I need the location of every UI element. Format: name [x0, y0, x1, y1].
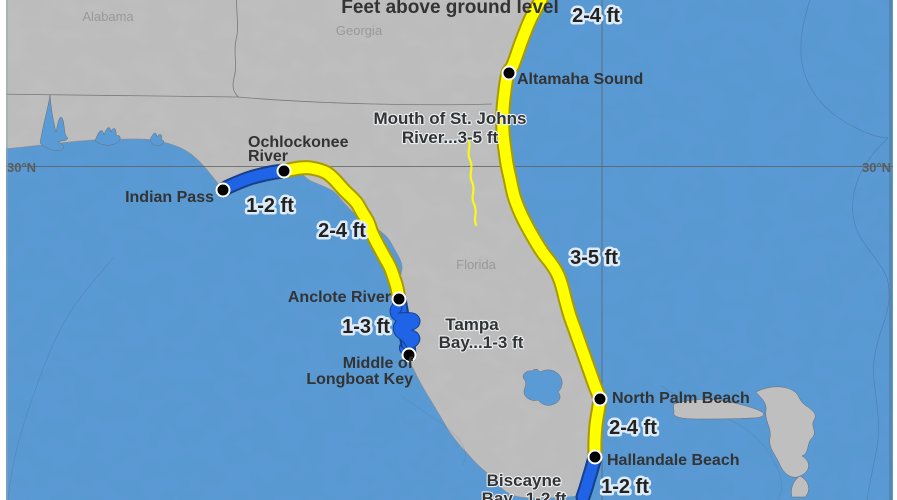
svg-text:3-5 ft: 3-5 ft	[570, 247, 618, 269]
svg-text:Biscayne: Biscayne	[487, 471, 562, 490]
svg-text:Florida: Florida	[456, 257, 497, 272]
svg-text:River...3-5 ft: River...3-5 ft	[402, 128, 499, 147]
svg-text:River: River	[248, 148, 288, 165]
svg-text:Middle of: Middle of	[343, 355, 414, 372]
svg-text:Bay...1-2 ft: Bay...1-2 ft	[482, 489, 567, 500]
svg-text:1-3 ft: 1-3 ft	[342, 316, 390, 338]
svg-text:Alabama: Alabama	[82, 9, 134, 24]
svg-text:Altamaha Sound: Altamaha Sound	[517, 71, 643, 88]
svg-text:Anclote River: Anclote River	[288, 289, 391, 306]
svg-text:30°N: 30°N	[7, 160, 36, 175]
svg-text:Georgia: Georgia	[336, 23, 383, 38]
svg-text:Tampa: Tampa	[445, 315, 499, 334]
svg-text:Feet above ground level: Feet above ground level	[341, 0, 559, 18]
svg-text:Bay...1-3 ft: Bay...1-3 ft	[439, 333, 524, 352]
svg-text:30°N: 30°N	[862, 160, 891, 175]
svg-text:Hallandale Beach: Hallandale Beach	[607, 452, 740, 469]
svg-text:North Palm Beach: North Palm Beach	[612, 390, 750, 407]
svg-text:Indian Pass: Indian Pass	[125, 189, 214, 206]
svg-text:2-4 ft: 2-4 ft	[572, 5, 620, 27]
svg-text:1-2 ft: 1-2 ft	[601, 476, 649, 498]
svg-text:1-2 ft: 1-2 ft	[246, 195, 294, 217]
svg-text:2-4 ft: 2-4 ft	[609, 417, 657, 439]
svg-text:Longboat Key: Longboat Key	[306, 371, 413, 388]
svg-text:2-4 ft: 2-4 ft	[318, 220, 366, 242]
svg-text:Mouth of St. Johns: Mouth of St. Johns	[374, 109, 527, 128]
